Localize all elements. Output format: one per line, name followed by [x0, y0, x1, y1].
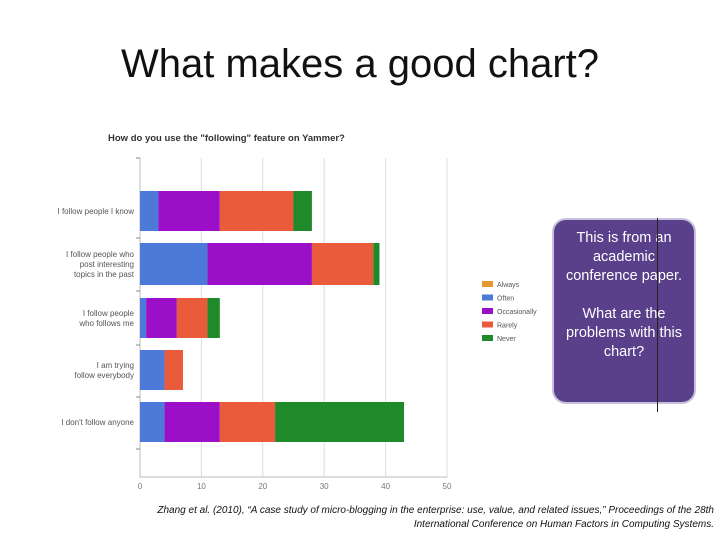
divider-line — [657, 218, 658, 412]
legend-swatch — [482, 281, 493, 287]
axes: 0 10 20 30 40 50 — [136, 157, 452, 491]
bar-segment-often — [140, 243, 208, 285]
note-text-1: This is from an academic conference pape… — [565, 230, 683, 284]
slide-title: What makes a good chart? — [120, 42, 600, 86]
legend-swatch — [482, 335, 493, 341]
category-labels: I follow people I know I follow people wh… — [58, 207, 135, 427]
category-label: I follow people who — [66, 250, 135, 259]
x-tick-label: 40 — [381, 482, 390, 491]
citation-line-1: Zhang et al. (2010), “A case study of mi… — [157, 505, 714, 516]
category-label: I am trying — [97, 361, 134, 370]
bar-segment-never — [293, 191, 312, 231]
bar-segment-rarely — [219, 402, 276, 442]
category-label: I follow people — [83, 309, 135, 318]
bar-segment-often — [140, 350, 165, 390]
bar-segment-never — [207, 298, 220, 338]
bar-segment-occasionally — [146, 298, 177, 338]
bars — [140, 191, 405, 442]
bar-segment-never — [373, 243, 380, 285]
chart-title: How do you use the "following" feature o… — [108, 133, 345, 144]
bar-segment-occasionally — [164, 402, 220, 442]
x-tick-label: 50 — [443, 482, 452, 491]
note-callout: This is from an academic conference pape… — [552, 218, 696, 404]
x-tick-label: 20 — [258, 482, 267, 491]
bar-segment-rarely — [164, 350, 183, 390]
category-label: who follows me — [78, 319, 134, 328]
legend: Always Often Occasionally Rarely Never — [482, 281, 537, 343]
bar-segment-rarely — [176, 298, 208, 338]
legend-label: Never — [497, 336, 516, 343]
citation: Zhang et al. (2010), “A case study of mi… — [74, 504, 714, 532]
bar-segment-rarely — [219, 191, 294, 231]
legend-label: Occasionally — [497, 309, 537, 316]
category-label: I follow people I know — [58, 207, 135, 216]
note-text-2: What are the problems with this chart? — [565, 306, 683, 360]
bar-segment-rarely — [311, 243, 374, 285]
legend-label: Always — [497, 282, 520, 289]
bar-segment-never — [275, 402, 405, 442]
legend-swatch — [482, 308, 493, 314]
category-label: I don't follow anyone — [61, 418, 134, 427]
x-tick-label: 0 — [138, 482, 143, 491]
legend-swatch — [482, 294, 493, 301]
bar-segment-often — [140, 298, 147, 338]
bar-segment-often — [140, 402, 165, 442]
legend-label: Rarely — [497, 323, 518, 330]
bar-segment-occasionally — [207, 243, 312, 285]
x-tick-label: 30 — [320, 482, 329, 491]
category-label: topics in the past — [74, 270, 135, 279]
category-label: follow everybody — [74, 371, 134, 380]
bar-segment-often — [140, 191, 159, 231]
x-tick-label: 10 — [197, 482, 206, 491]
category-label: post interesting — [80, 260, 134, 269]
citation-line-2: International Conference on Human Factor… — [413, 519, 714, 530]
bar-segment-occasionally — [158, 191, 220, 231]
legend-swatch — [482, 321, 493, 328]
legend-label: Often — [497, 296, 514, 303]
